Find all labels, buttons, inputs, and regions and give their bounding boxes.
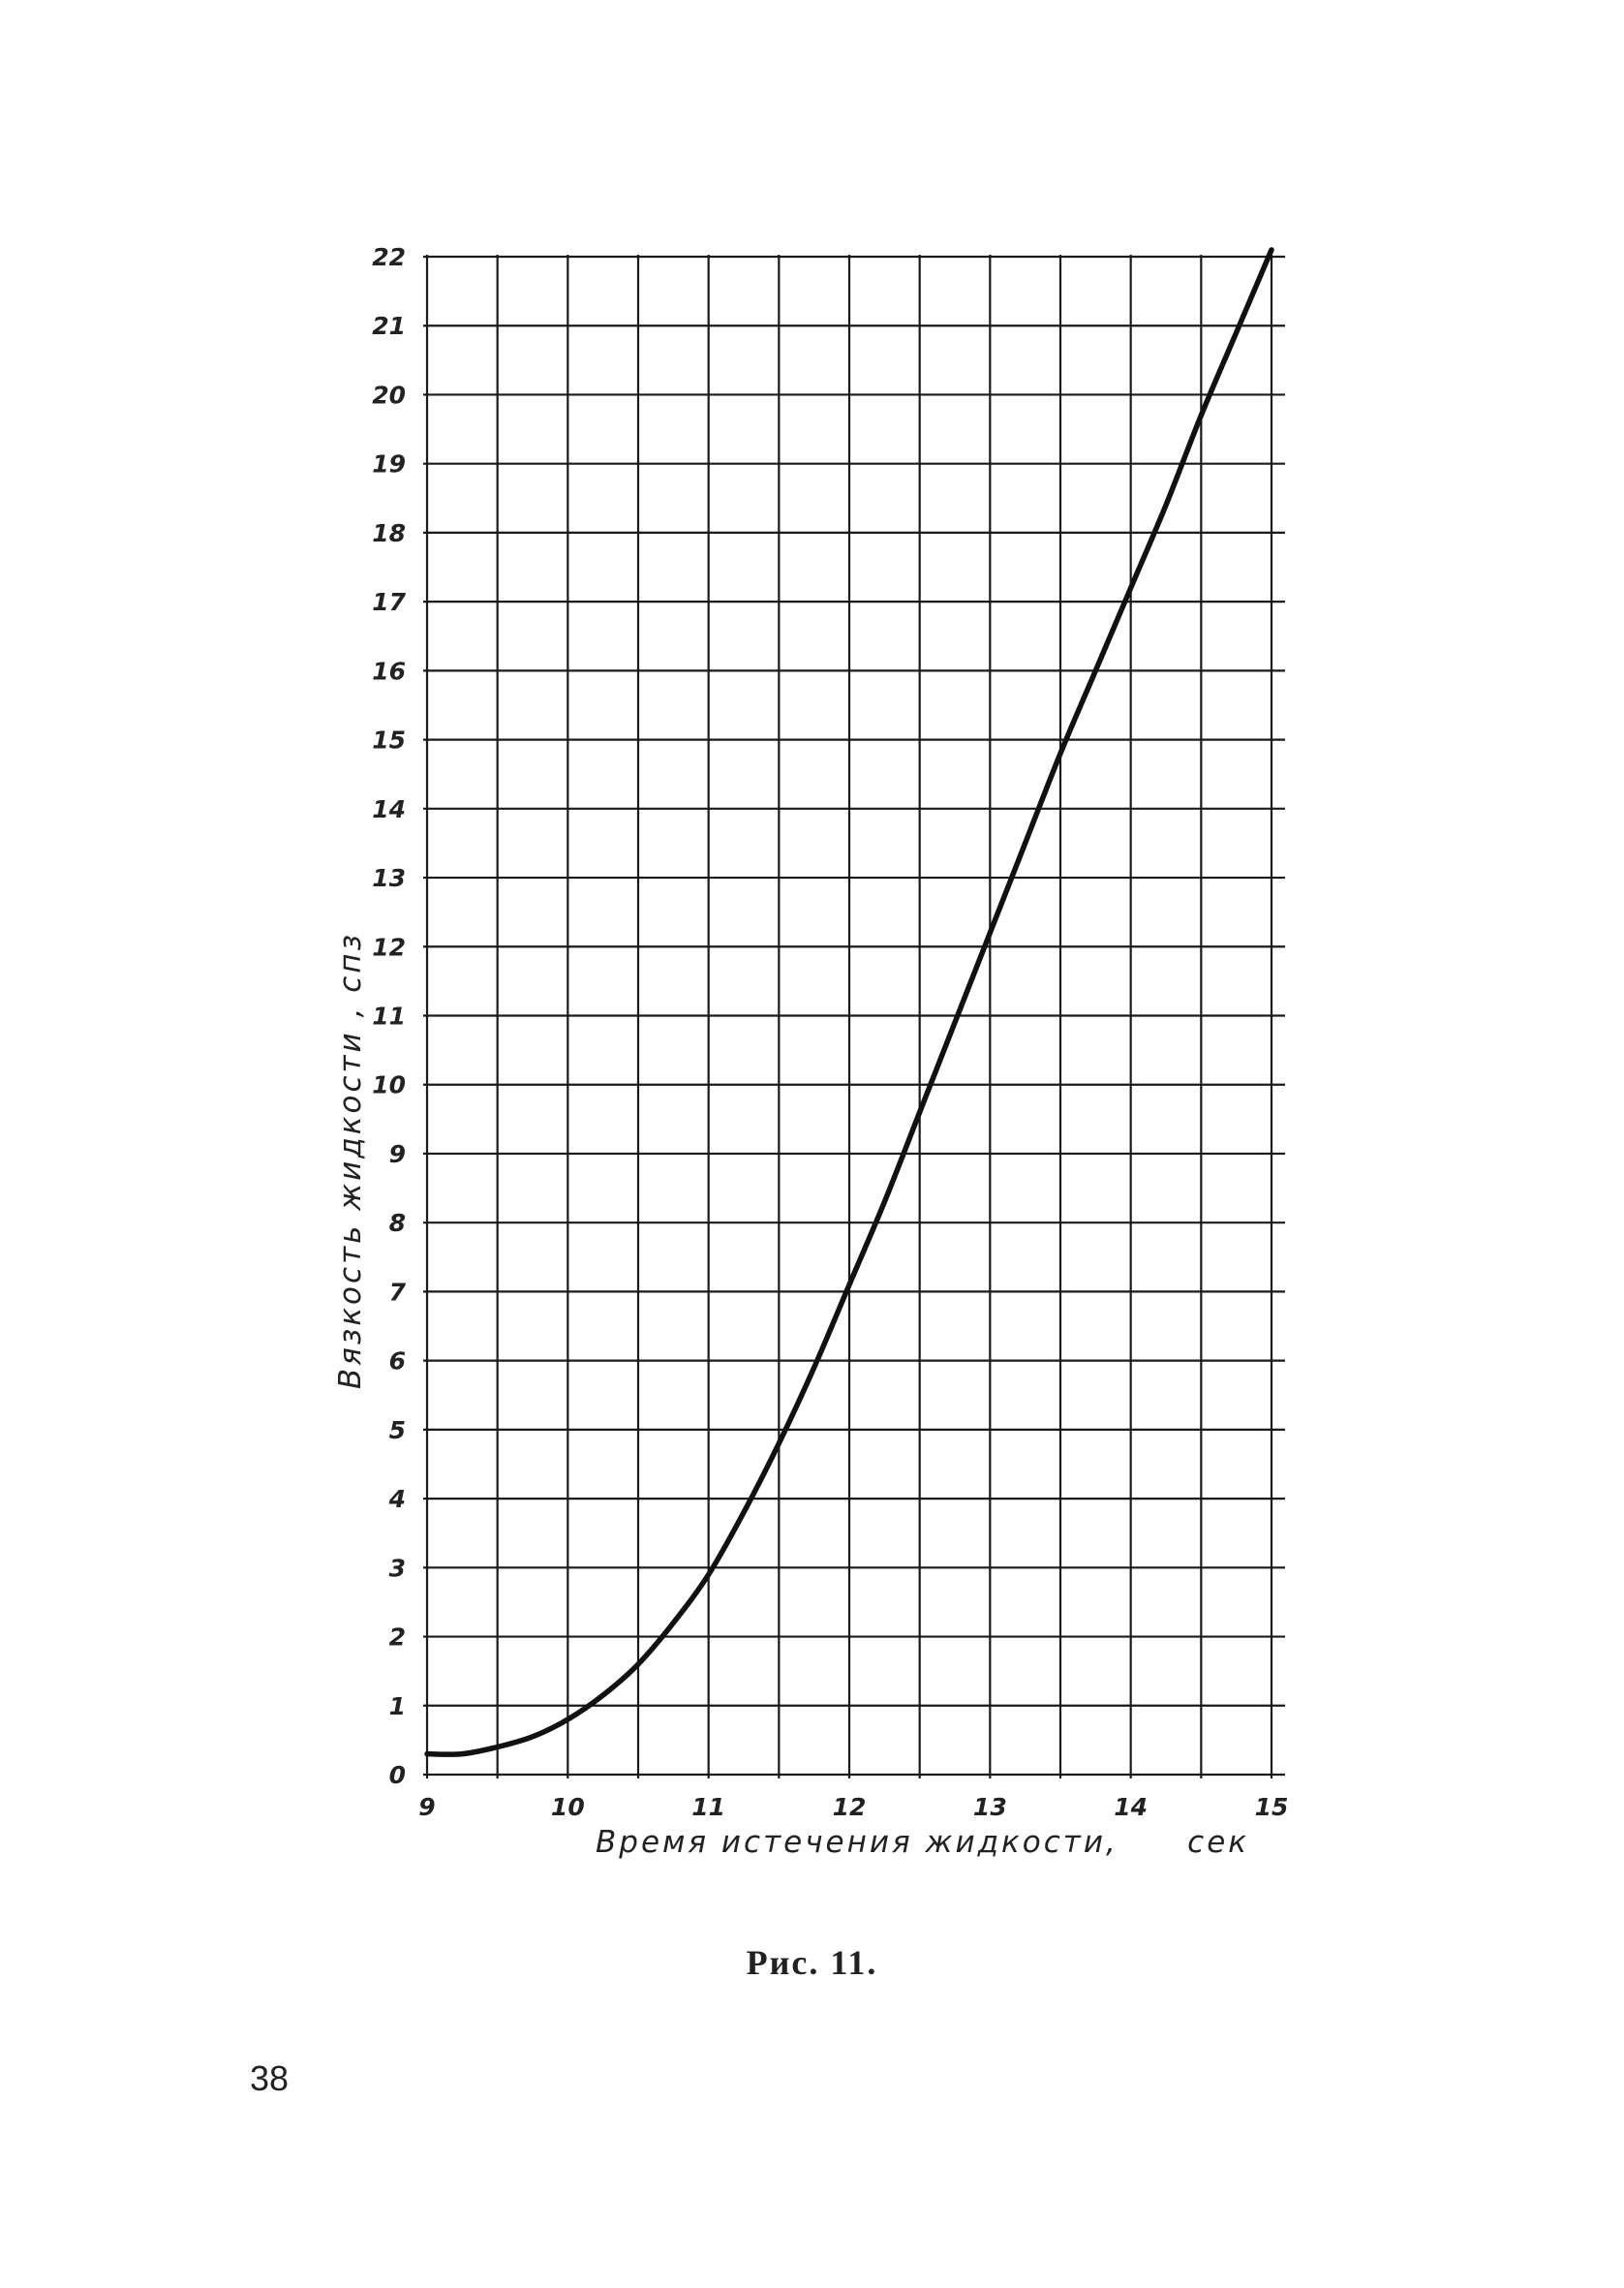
x-axis-label: Время истечения жидкости, xyxy=(596,1825,1118,1860)
chart-grid xyxy=(423,255,1285,1778)
y-tick-label: 2 xyxy=(389,1623,406,1652)
viscosity-curve xyxy=(424,247,1274,1757)
x-axis-unit: сек xyxy=(1187,1825,1249,1860)
x-tick-label: 12 xyxy=(833,1793,867,1821)
y-tick-label: 5 xyxy=(389,1416,406,1444)
y-tick-label: 22 xyxy=(372,243,406,271)
y-tick-label: 21 xyxy=(372,312,406,340)
x-tick-label: 13 xyxy=(973,1793,1007,1821)
y-tick-label: 13 xyxy=(372,864,406,892)
y-tick-label: 4 xyxy=(388,1485,406,1513)
y-tick-label: 17 xyxy=(372,588,406,616)
x-tick-label: 9 xyxy=(418,1793,435,1821)
y-tick-label: 12 xyxy=(372,933,406,961)
figure-caption: Рис. 11. xyxy=(746,1943,878,1982)
y-tick-label: 18 xyxy=(372,519,406,547)
x-tick-label: 14 xyxy=(1114,1793,1148,1821)
y-tick-label: 11 xyxy=(372,1003,406,1031)
y-tick-label: 3 xyxy=(389,1554,406,1582)
x-tick-labels: 9 10 11 12 13 14 15 xyxy=(418,1793,1288,1821)
y-tick-label: 0 xyxy=(389,1761,406,1789)
y-tick-label: 10 xyxy=(372,1071,406,1099)
y-tick-label: 14 xyxy=(372,795,406,823)
y-tick-label: 6 xyxy=(389,1347,406,1376)
page-number: 38 xyxy=(250,2058,290,2098)
data-series xyxy=(424,247,1274,1757)
x-tick-label: 11 xyxy=(691,1793,725,1821)
y-tick-label: 1 xyxy=(389,1692,406,1720)
y-tick-label: 15 xyxy=(372,727,406,755)
y-tick-label: 16 xyxy=(372,657,406,685)
y-tick-label: 19 xyxy=(372,450,406,479)
y-axis-label: Вязкость жидкости , спз xyxy=(333,932,368,1389)
y-tick-label: 8 xyxy=(389,1209,406,1237)
y-tick-label: 9 xyxy=(389,1140,406,1168)
x-tick-label: 15 xyxy=(1255,1793,1289,1821)
x-tick-label: 10 xyxy=(551,1793,585,1821)
y-tick-label: 20 xyxy=(372,381,406,409)
y-tick-label: 7 xyxy=(389,1278,407,1306)
